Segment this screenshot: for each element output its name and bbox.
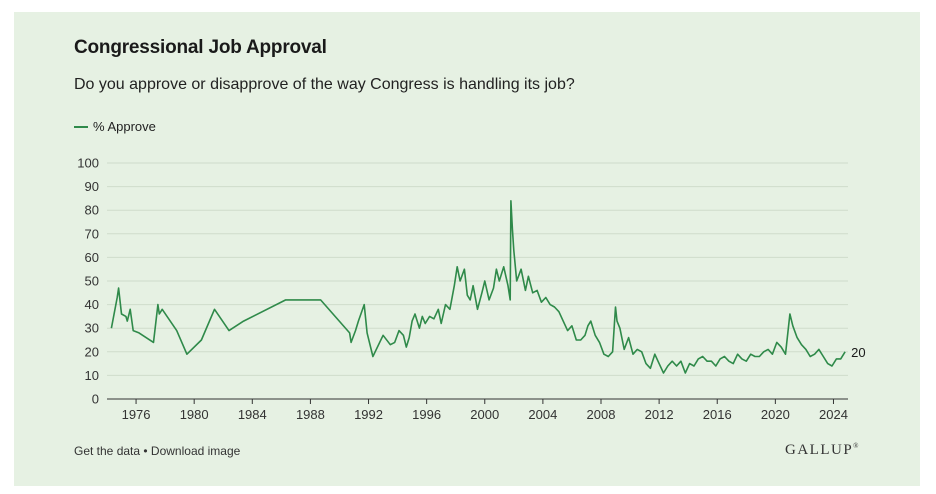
x-tick-label: 2016 [703, 407, 732, 422]
gallup-logo: GALLUP® [785, 442, 860, 459]
x-tick-label: 2000 [470, 407, 499, 422]
x-tick-label: 2008 [587, 407, 616, 422]
x-tick-label: 2004 [528, 407, 557, 422]
footer-links: Get the data • Download image [74, 444, 240, 458]
y-tick-label: 70 [85, 226, 99, 241]
y-tick-label: 0 [92, 392, 99, 407]
legend-swatch [74, 125, 88, 128]
legend: % Approve [74, 119, 156, 134]
y-tick-label: 10 [85, 368, 99, 383]
x-tick-label: 1984 [238, 407, 267, 422]
approve-series-line [110, 200, 846, 374]
y-tick-label: 30 [85, 321, 99, 336]
x-tick-label: 1988 [296, 407, 325, 422]
y-tick-label: 20 [85, 344, 99, 359]
end-value-label: 20 [851, 345, 865, 360]
y-tick-label: 60 [85, 250, 99, 265]
x-tick-label: 1992 [354, 407, 383, 422]
chart-card: Congressional Job Approval Do you approv… [14, 12, 920, 486]
y-tick-label: 40 [85, 297, 99, 312]
x-tick-label: 2024 [819, 407, 848, 422]
chart-title: Congressional Job Approval [74, 37, 327, 58]
x-tick-label: 2020 [761, 407, 790, 422]
registered-mark: ® [853, 442, 860, 450]
x-tick-label: 1976 [122, 407, 151, 422]
legend-label: % Approve [93, 119, 156, 134]
x-tick-label: 1980 [180, 407, 209, 422]
y-tick-label: 80 [85, 203, 99, 218]
x-tick-label: 1996 [412, 407, 441, 422]
x-tick-label: 2012 [645, 407, 674, 422]
download-image-link[interactable]: Download image [150, 444, 241, 458]
get-data-link[interactable]: Get the data [74, 444, 141, 458]
chart-subtitle: Do you approve or disapprove of the way … [74, 76, 575, 93]
line-chart: 0 10 20 30 40 50 60 70 80 90 100 1976 1980 1984 1988 19… [77, 156, 865, 423]
y-tick-label: 90 [85, 179, 99, 194]
y-tick-label: 100 [77, 156, 99, 171]
brand-text: GALLUP [785, 442, 854, 458]
y-tick-label: 50 [85, 274, 99, 289]
footer-separator: • [140, 444, 151, 458]
